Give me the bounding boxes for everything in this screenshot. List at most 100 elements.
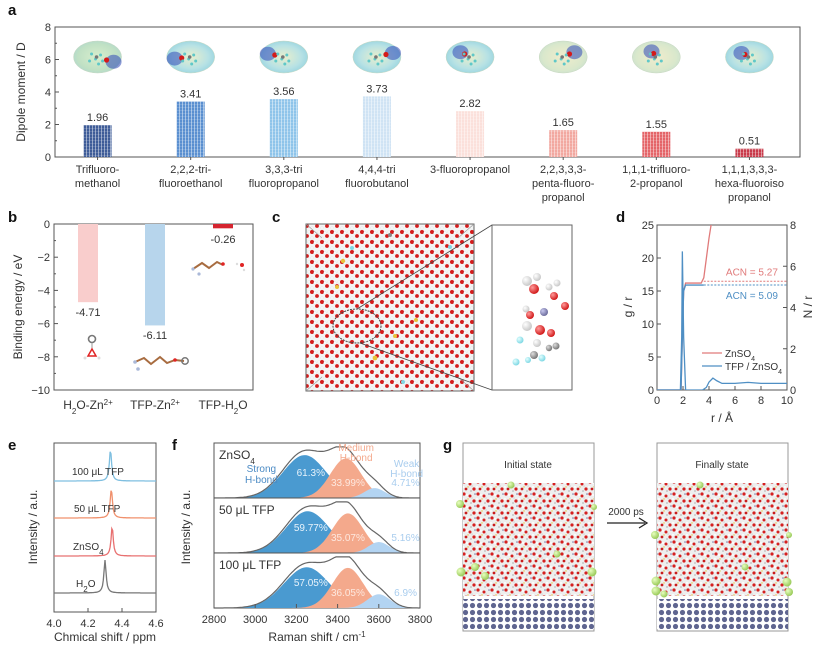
esp-surface xyxy=(725,40,774,74)
x-tick-label: 3800 xyxy=(408,614,432,626)
y-left-tick-label: 20 xyxy=(642,253,654,265)
spectrum-label: 50 μL TFP xyxy=(74,504,121,515)
panel-e-x-label: Chmical shift / ppm xyxy=(54,630,156,644)
spectrum-line xyxy=(54,559,156,594)
spectrum-label-part: ZnSO xyxy=(73,542,99,553)
x-tick-label: 4.4 xyxy=(114,618,129,630)
oxygen-atom xyxy=(651,50,657,57)
x-category-label: fluoropropanol xyxy=(249,178,319,190)
fluorine-atom xyxy=(553,59,557,63)
fluorine-atom xyxy=(369,52,373,56)
final-electrolyte xyxy=(657,483,788,596)
spectrum-label-part: O xyxy=(88,579,96,590)
h2o-zn-structure xyxy=(83,334,101,360)
panel-label-e: e xyxy=(8,437,16,454)
bar-pattern xyxy=(269,99,298,157)
bar-pattern xyxy=(176,101,205,157)
y-tick-label: 0 xyxy=(44,219,50,231)
fluorine-atom xyxy=(101,59,105,63)
fluorine-atom xyxy=(562,62,566,66)
acn-label: ACN = 5.27 xyxy=(726,267,778,278)
carbon-atom xyxy=(746,55,751,59)
fluorine-atom xyxy=(655,62,659,66)
y-right-tick-label: 6 xyxy=(790,261,796,273)
panel-label-b: b xyxy=(8,209,17,226)
zn-solvation-structure xyxy=(512,273,569,366)
initial-state-box: Initial state xyxy=(456,442,597,632)
bar xyxy=(213,224,233,229)
panel-label-a: a xyxy=(8,2,17,19)
md-dopants xyxy=(335,233,452,384)
panel-f-y-label: Intensity / a.u. xyxy=(179,490,193,565)
panel-label-c: c xyxy=(272,209,280,226)
panel-a-x-labels: Trifluoro-methanol 2,2,2-tri-fluoroethano… xyxy=(75,164,784,204)
panel-c: c xyxy=(272,209,573,392)
esp-surface xyxy=(445,40,495,74)
panel-b-y-label: Binding energy / eV xyxy=(11,255,25,360)
legend-zinc-sulfate: ZnSO4 xyxy=(725,349,755,363)
fluorine-atom xyxy=(471,53,475,57)
y-right-tick-label: 2 xyxy=(790,344,796,356)
x-category-label-part: TFP-Zn xyxy=(130,398,171,412)
panel-b: b 0 −2 −4 −6 −8 −10 Binding energy / eV -4.71… xyxy=(8,209,254,416)
esp-surface xyxy=(632,40,681,74)
x-tick-label: 8 xyxy=(758,395,764,407)
x-tick-label: 2 xyxy=(680,395,686,407)
y-tick-label: −10 xyxy=(31,385,50,397)
carbon-atom xyxy=(653,55,658,59)
fluorine-atom xyxy=(88,59,92,63)
esp-negative-region xyxy=(166,51,183,66)
strong-percent: 59.77% xyxy=(294,523,328,534)
bar-pattern xyxy=(362,96,391,157)
x-category-label: 1,1,1-trifluoro- xyxy=(622,164,691,176)
bar-value-label: 1.65 xyxy=(552,117,573,129)
fluorine-atom xyxy=(367,59,371,63)
medium-hbond-label: H-bond xyxy=(340,453,373,464)
component-weak-area xyxy=(214,542,420,553)
medium-percent: 35.07% xyxy=(331,533,365,544)
x-category-label: H2O-Zn2+ xyxy=(63,398,113,416)
panel-a-y-label: Dipole moment / D xyxy=(14,42,28,142)
fluorine-atom xyxy=(648,52,652,56)
stack-label-part: 100 μL TFP xyxy=(219,558,281,572)
x-category-label: 3-fluoropropanol xyxy=(430,164,510,176)
strong-hbond-label: H-bond xyxy=(245,475,278,486)
stack-label-part: 50 μL TFP xyxy=(219,503,275,517)
spectrum-label-part: 50 μL TFP xyxy=(74,504,121,515)
bar xyxy=(145,224,165,326)
spectrum-label: ZnSO4 xyxy=(73,542,104,557)
final-state-label: Finally state xyxy=(695,460,749,471)
stack-label-part: 4 xyxy=(250,457,255,466)
x-category-label: 1,1,1,3,3,3- xyxy=(722,164,778,176)
panel-label-f: f xyxy=(172,437,178,454)
esp-surface xyxy=(538,40,588,74)
oxygen-atom xyxy=(272,52,278,58)
y-tick-label: −6 xyxy=(37,319,50,331)
fluorine-atom xyxy=(469,62,473,66)
bar-value-label: -0.26 xyxy=(210,234,235,246)
panel-a-frame xyxy=(54,26,801,158)
final-zn-slab xyxy=(657,599,788,629)
bar-value-label: 1.55 xyxy=(646,119,667,131)
fluorine-atom xyxy=(285,53,289,57)
bar-value-label: 0.51 xyxy=(739,136,760,148)
x-tick-label: 4.0 xyxy=(46,618,61,630)
panel-d-series: ACN = 5.27 ACN = 5.09 xyxy=(657,225,787,390)
y-right-tick-label: 4 xyxy=(790,303,796,315)
x-category-label: 2,2,3,3,3- xyxy=(540,164,587,176)
weak-hbond-label: H-bond xyxy=(390,469,423,480)
x-tick-label: 4.2 xyxy=(80,618,95,630)
panel-e-frame xyxy=(53,442,157,613)
component-medium-area xyxy=(214,513,420,553)
component-strong-area xyxy=(214,567,420,608)
bar-pattern xyxy=(456,111,485,157)
md-simulation-box xyxy=(305,223,475,392)
x-category-label: propanol xyxy=(728,192,771,204)
time-arrow: 2000 ps xyxy=(607,507,649,529)
spectrum-label-part: 4 xyxy=(99,548,104,557)
panel-label-g: g xyxy=(443,437,452,454)
y-left-tick-label: 25 xyxy=(642,220,654,232)
panel-f-x-axis: 2800 3000 3200 3400 3600 3800 xyxy=(202,604,432,626)
fluorine-atom xyxy=(752,59,756,63)
